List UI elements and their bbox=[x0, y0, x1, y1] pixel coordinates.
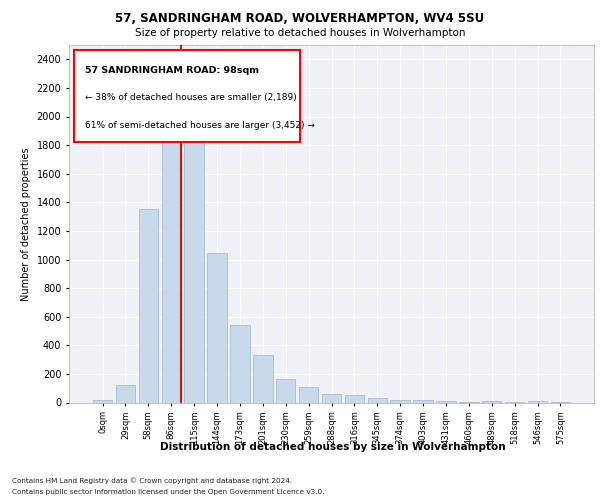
Bar bbox=[93, 400, 112, 402]
Bar bbox=[184, 131, 204, 402]
Bar bbox=[139, 210, 158, 402]
Text: Contains public sector information licensed under the Open Government Licence v3: Contains public sector information licen… bbox=[12, 489, 325, 495]
Text: 57 SANDRINGHAM ROAD: 98sqm: 57 SANDRINGHAM ROAD: 98sqm bbox=[85, 66, 259, 75]
Bar bbox=[161, 131, 181, 402]
Text: ← 38% of detached houses are smaller (2,189): ← 38% of detached houses are smaller (2,… bbox=[85, 94, 296, 102]
Bar bbox=[413, 400, 433, 402]
Text: 61% of semi-detached houses are larger (3,452) →: 61% of semi-detached houses are larger (… bbox=[85, 120, 314, 130]
Bar bbox=[368, 398, 387, 402]
Text: Distribution of detached houses by size in Wolverhampton: Distribution of detached houses by size … bbox=[160, 442, 506, 452]
Bar bbox=[230, 326, 250, 402]
FancyBboxPatch shape bbox=[74, 50, 300, 142]
Bar bbox=[344, 394, 364, 402]
Text: 57, SANDRINGHAM ROAD, WOLVERHAMPTON, WV4 5SU: 57, SANDRINGHAM ROAD, WOLVERHAMPTON, WV4… bbox=[115, 12, 485, 26]
Text: Size of property relative to detached houses in Wolverhampton: Size of property relative to detached ho… bbox=[135, 28, 465, 38]
Y-axis label: Number of detached properties: Number of detached properties bbox=[21, 147, 31, 300]
Text: Contains HM Land Registry data © Crown copyright and database right 2024.: Contains HM Land Registry data © Crown c… bbox=[12, 478, 292, 484]
Bar bbox=[208, 253, 227, 402]
Bar bbox=[482, 401, 502, 402]
Bar bbox=[299, 388, 319, 402]
Bar bbox=[253, 354, 272, 403]
Bar bbox=[391, 400, 410, 402]
Bar bbox=[116, 384, 135, 402]
Bar bbox=[528, 401, 547, 402]
Bar bbox=[436, 401, 455, 402]
Bar bbox=[322, 394, 341, 402]
Bar bbox=[276, 379, 295, 402]
